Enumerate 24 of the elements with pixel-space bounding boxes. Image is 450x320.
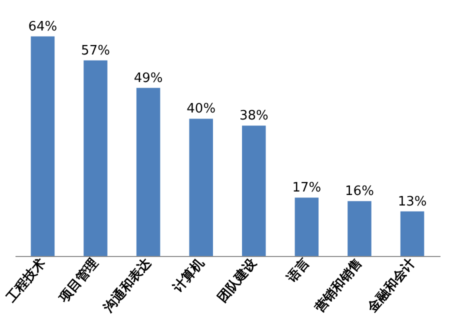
x-tick-label: 沟通和表达 <box>100 254 156 316</box>
bar <box>400 211 424 256</box>
x-tick-label: 工程技术 <box>3 256 49 306</box>
x-tick-label: 项目管理 <box>56 256 102 306</box>
data-label: 16% <box>345 184 374 200</box>
bar <box>136 88 160 256</box>
bar <box>30 36 55 256</box>
x-tick-label: 金融和会计 <box>364 255 418 316</box>
data-label: 40% <box>186 102 216 117</box>
bar <box>84 60 108 256</box>
x-tick-label: 团队建设 <box>215 255 261 306</box>
bar <box>189 118 213 256</box>
bar <box>294 198 319 256</box>
bar <box>242 126 266 256</box>
x-tick-label: 计算机 <box>170 256 208 296</box>
data-label: 17% <box>292 180 322 196</box>
bar <box>348 201 372 256</box>
data-label: 13% <box>398 194 427 210</box>
data-label: 57% <box>81 43 110 58</box>
data-label: 38% <box>239 108 268 124</box>
x-tick-label: 营销和销售 <box>310 255 366 316</box>
x-tick-label: 语言 <box>283 255 313 286</box>
data-label: 49% <box>134 70 163 86</box>
data-label: 64% <box>28 19 58 34</box>
